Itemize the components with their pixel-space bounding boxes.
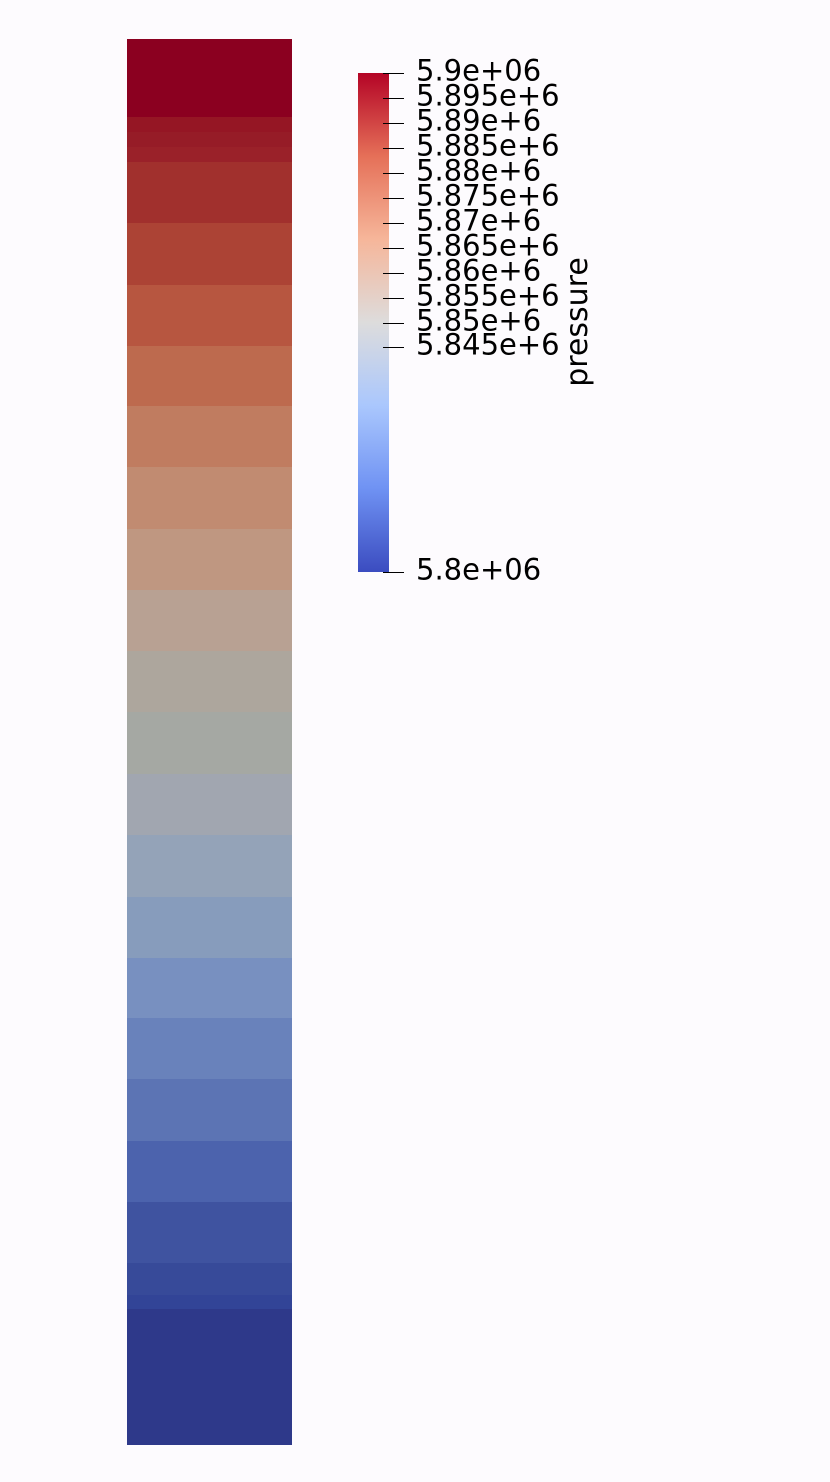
- scalar-bar-tick: [383, 73, 404, 74]
- column-band: [127, 773, 292, 835]
- scalar-bar-tick: [383, 172, 404, 174]
- column-band: [127, 345, 292, 407]
- pressure-column-mesh: [127, 39, 292, 1445]
- scalar-bar-tick-label: 5.88e+6: [416, 153, 542, 188]
- column-band: [127, 711, 292, 774]
- scalar-bar-tick: [383, 197, 404, 199]
- scalar-bar-tick-label: 5.85e+6: [416, 303, 542, 337]
- scalar-bar-tick-label: 5.86e+6: [416, 253, 542, 288]
- scalar-bar-tick-label: 5.8e+06: [416, 552, 542, 587]
- scalar-bar-title: pressure: [560, 257, 595, 387]
- scalar-bar-tick: [383, 222, 404, 224]
- column-band: [127, 957, 292, 1019]
- column-band: [127, 896, 292, 958]
- scalar-bar-tick: [383, 297, 404, 299]
- column-band: [127, 284, 292, 346]
- column-band: [127, 131, 292, 147]
- column-band: [127, 222, 292, 285]
- scalar-bar-tick-label: 5.885e+6: [416, 128, 560, 163]
- scalar-bar-tick: [383, 247, 404, 249]
- column-band: [127, 1309, 292, 1445]
- column-band: [127, 1018, 292, 1080]
- scalar-bar-tick-label: 5.9e+06: [416, 53, 542, 88]
- column-band: [127, 1202, 292, 1264]
- scalar-bar-tick: [383, 147, 404, 149]
- column-band: [127, 529, 292, 591]
- column-band: [127, 1141, 292, 1203]
- scalar-bar-tick-label: 5.865e+6: [416, 228, 560, 263]
- scalar-bar-tick-label: 5.855e+6: [416, 278, 560, 313]
- scalar-bar-tick: [383, 347, 404, 349]
- column-band: [127, 161, 292, 223]
- column-band: [127, 1295, 292, 1310]
- column-band: [127, 116, 292, 132]
- column-band: [127, 146, 292, 162]
- scalar-bar-tick: [383, 572, 404, 573]
- column-band: [127, 406, 292, 468]
- column-band: [127, 467, 292, 530]
- column-band: [127, 651, 292, 712]
- scalar-bar-tick-label: 5.895e+6: [416, 78, 560, 113]
- column-band: [127, 39, 292, 117]
- scalar-bar-tick-label: 5.875e+6: [416, 178, 560, 213]
- scalar-bar-tick-label: 5.89e+6: [416, 103, 542, 138]
- scalar-bar-tick: [383, 272, 404, 274]
- scalar-bar-tick: [383, 97, 404, 99]
- column-band: [127, 590, 292, 652]
- scalar-bar-tick-label: 5.845e+6: [416, 327, 560, 362]
- column-band: [127, 834, 292, 897]
- scalar-bar-tick: [383, 322, 404, 324]
- column-band: [127, 1263, 292, 1296]
- scalar-bar-tick: [383, 122, 404, 124]
- scalar-bar-tick-label: 5.87e+6: [416, 203, 542, 238]
- column-band: [127, 1079, 292, 1142]
